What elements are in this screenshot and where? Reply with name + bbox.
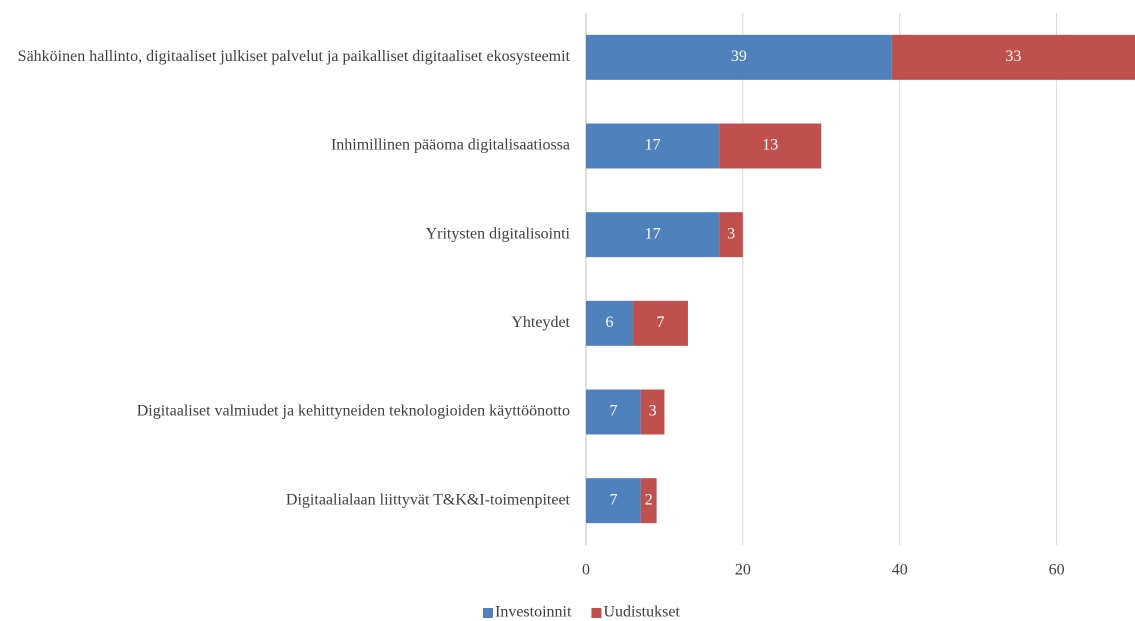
bar-segment	[640, 478, 657, 524]
x-tick-label: 40	[892, 562, 908, 579]
data-label: 17	[645, 137, 661, 154]
bars	[586, 34, 1135, 524]
y-tick-label: Digitaalialaan liittyvät T&K&I-toimenpit…	[286, 491, 571, 508]
legend-label: Uudistukset	[603, 604, 680, 621]
bar-segment	[640, 389, 665, 435]
y-tick-label: Yhteydet	[511, 314, 570, 331]
bar-segment	[719, 212, 743, 258]
bar-segment	[586, 123, 720, 169]
bar-segment	[586, 478, 641, 524]
y-tick-label: Sähköinen hallinto, digitaaliset julkise…	[18, 48, 571, 65]
bar-segment	[586, 300, 634, 346]
data-label: 7	[609, 491, 617, 508]
labels: 0 20 40 60 Sähköinen hallinto, digitaaliset …	[18, 48, 1065, 621]
y-tick-label: Yritysten digitalisointi	[426, 225, 571, 242]
data-label: 6	[606, 314, 614, 331]
x-tick-label: 60	[1049, 562, 1065, 579]
bar-segment	[719, 123, 822, 169]
bar-segment	[586, 212, 720, 258]
data-label: 39	[731, 48, 747, 65]
y-tick-label: Inhimillinen pääoma digitalisaatiossa	[331, 137, 570, 154]
legend-swatch	[483, 608, 493, 618]
x-tick-label: 20	[735, 562, 751, 579]
data-label: 2	[645, 491, 653, 508]
data-label: 3	[727, 225, 735, 242]
grid	[585, 13, 1058, 545]
legend-label: Investoinnit	[495, 604, 572, 621]
data-label: 3	[649, 403, 657, 420]
legend-swatch	[591, 608, 602, 618]
y-tick-label: Digitaaliset valmiudet ja kehittyneiden …	[137, 403, 570, 420]
bar-segment	[586, 34, 892, 80]
bar-segment	[891, 34, 1135, 80]
data-label: 7	[657, 314, 665, 331]
data-label: 17	[645, 225, 661, 242]
bar-segment	[586, 389, 641, 435]
data-label: 33	[1005, 48, 1021, 65]
x-tick-label: 0	[582, 562, 590, 579]
bar-segment	[633, 300, 688, 346]
data-label: 7	[609, 403, 617, 420]
data-label: 13	[762, 137, 778, 154]
